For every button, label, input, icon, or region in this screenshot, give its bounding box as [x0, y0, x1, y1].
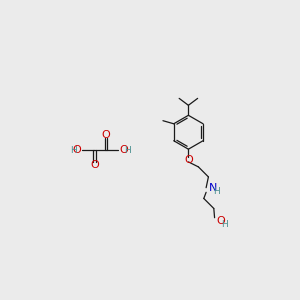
Text: H: H	[124, 146, 130, 155]
Text: H: H	[213, 187, 220, 196]
Text: O: O	[119, 145, 128, 155]
Text: O: O	[73, 145, 81, 155]
Text: O: O	[90, 160, 99, 170]
Text: H: H	[221, 220, 227, 229]
Text: H: H	[70, 146, 77, 155]
Text: O: O	[184, 154, 193, 165]
Text: N: N	[209, 184, 217, 194]
Text: O: O	[102, 130, 110, 140]
Text: O: O	[216, 216, 225, 226]
